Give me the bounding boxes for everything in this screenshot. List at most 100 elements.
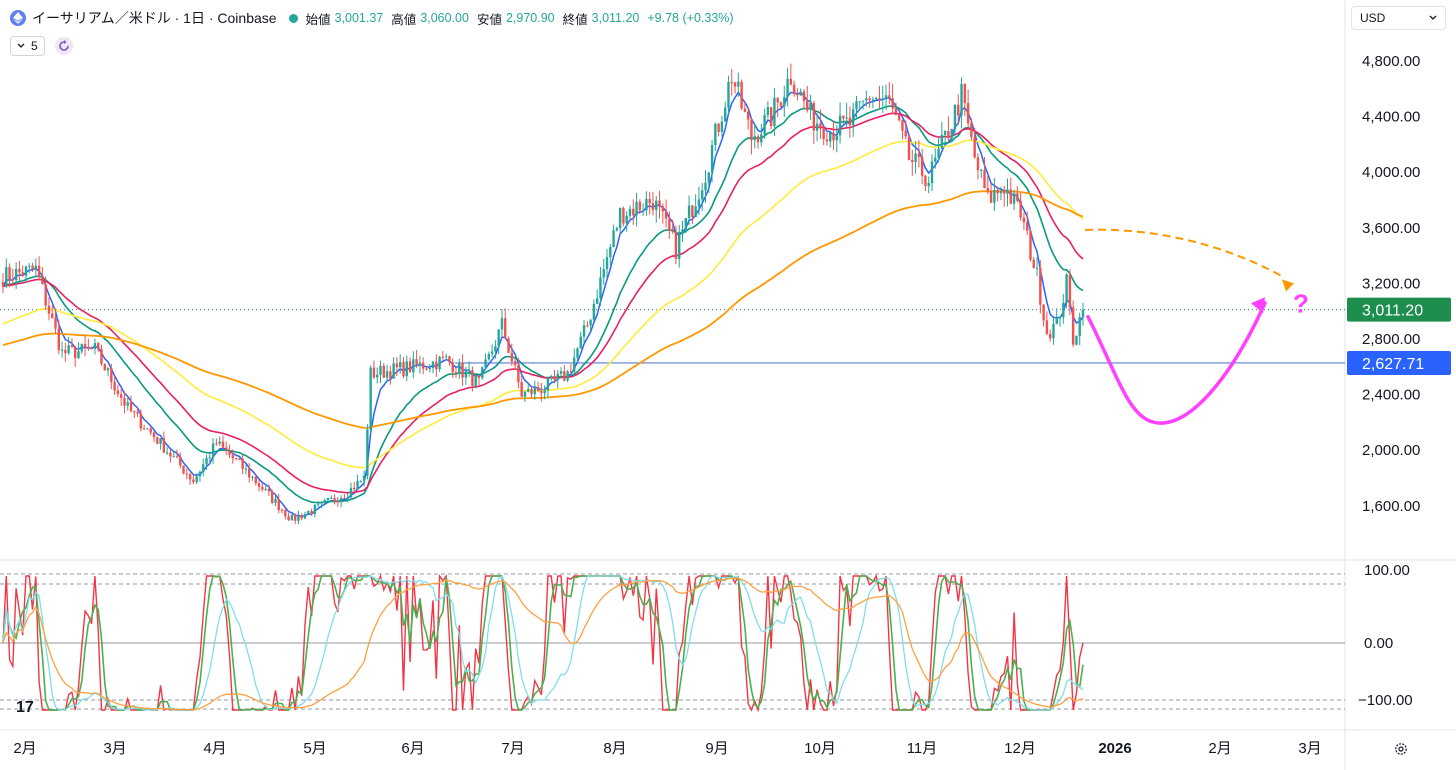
candle-body (481, 367, 484, 378)
currency-selector[interactable]: USD (1351, 6, 1446, 30)
candle-body (451, 362, 454, 373)
interval-selector[interactable]: 5 (10, 36, 45, 56)
symbol-title[interactable]: イーサリアム／米ドル · 1日 · Coinbase (32, 10, 277, 26)
candle (323, 498, 326, 504)
candle-body (943, 130, 947, 135)
candle (1055, 308, 1058, 325)
candle-body (691, 205, 694, 218)
candle-body (714, 123, 717, 146)
candle-body (589, 319, 592, 326)
candle (1042, 303, 1045, 327)
candle-body (950, 128, 953, 139)
candle (1003, 185, 1006, 207)
candle (845, 102, 848, 129)
candle-body (444, 356, 448, 358)
candle (175, 449, 179, 459)
candle (500, 308, 504, 338)
candle (34, 258, 38, 277)
candle (366, 424, 369, 480)
candle (678, 224, 681, 268)
candle-body (651, 203, 655, 211)
candle-body (192, 479, 195, 483)
candle-body (461, 362, 464, 378)
candle (605, 249, 609, 279)
candle-body (543, 390, 546, 394)
candle (1035, 257, 1039, 277)
candle (599, 267, 602, 307)
candle (714, 122, 717, 152)
candle (28, 263, 31, 274)
candle (47, 297, 51, 321)
candle (842, 115, 845, 124)
candle-body (185, 473, 189, 475)
candle-body (467, 370, 471, 372)
candle (740, 79, 743, 111)
candle (960, 77, 963, 129)
candle-body (894, 108, 898, 115)
candle-body (1019, 200, 1022, 218)
ohlc-values: 始値 3,001.37 高値 3,060.00 安値 2,970.90 終値 3… (306, 9, 738, 28)
candle-body (1016, 193, 1019, 201)
candle (1, 273, 5, 294)
candle-body (500, 318, 504, 330)
candle (353, 482, 356, 491)
candle-body (326, 498, 330, 501)
candle (218, 436, 221, 447)
candle (490, 344, 494, 357)
sync-icon[interactable] (54, 37, 73, 55)
candle-body (989, 191, 993, 203)
candle-body (779, 102, 783, 107)
candle-body (264, 488, 267, 490)
question-mark: ? (1293, 289, 1309, 319)
candle (464, 366, 468, 385)
candle (829, 130, 832, 148)
candle-body (156, 437, 159, 444)
candle-body (957, 104, 960, 116)
candle-body (786, 78, 789, 98)
oscillator-pane: 17 (0, 573, 1345, 716)
candle (74, 345, 77, 367)
candle (789, 63, 793, 86)
candle (779, 101, 783, 109)
candle-body (113, 381, 116, 391)
candle (717, 122, 720, 137)
settings-gear-icon[interactable] (1393, 741, 1409, 757)
candle-body (756, 136, 760, 143)
candle-body (339, 498, 343, 503)
candle-body (838, 115, 842, 136)
candle-body (1081, 309, 1085, 318)
candle-body (474, 375, 477, 387)
candle (641, 203, 645, 216)
candle (792, 80, 796, 97)
candle-body (678, 234, 681, 259)
candle (658, 190, 661, 219)
candle (943, 130, 947, 145)
candle (760, 123, 763, 147)
candle (454, 367, 458, 379)
candle (284, 507, 287, 520)
candle-body (632, 208, 635, 216)
candle-body (704, 182, 707, 191)
candle (586, 320, 589, 328)
candle (930, 154, 934, 192)
candle (894, 102, 898, 116)
candle-body (74, 346, 77, 359)
candle-body (832, 132, 835, 141)
candle (927, 176, 930, 194)
candle (976, 153, 980, 180)
candle-body (970, 123, 973, 138)
candle (146, 428, 149, 430)
candle-body (760, 134, 763, 143)
candle-body (638, 201, 642, 211)
candle (307, 510, 310, 515)
candle-body (464, 371, 468, 378)
time-tick-label: 2月 (13, 740, 36, 757)
candle (428, 364, 431, 373)
candle-body (435, 361, 438, 370)
candle-body (165, 452, 169, 454)
candle-body (356, 480, 359, 490)
candle (225, 441, 228, 456)
candle-body (645, 199, 648, 211)
candle-body (806, 101, 809, 111)
